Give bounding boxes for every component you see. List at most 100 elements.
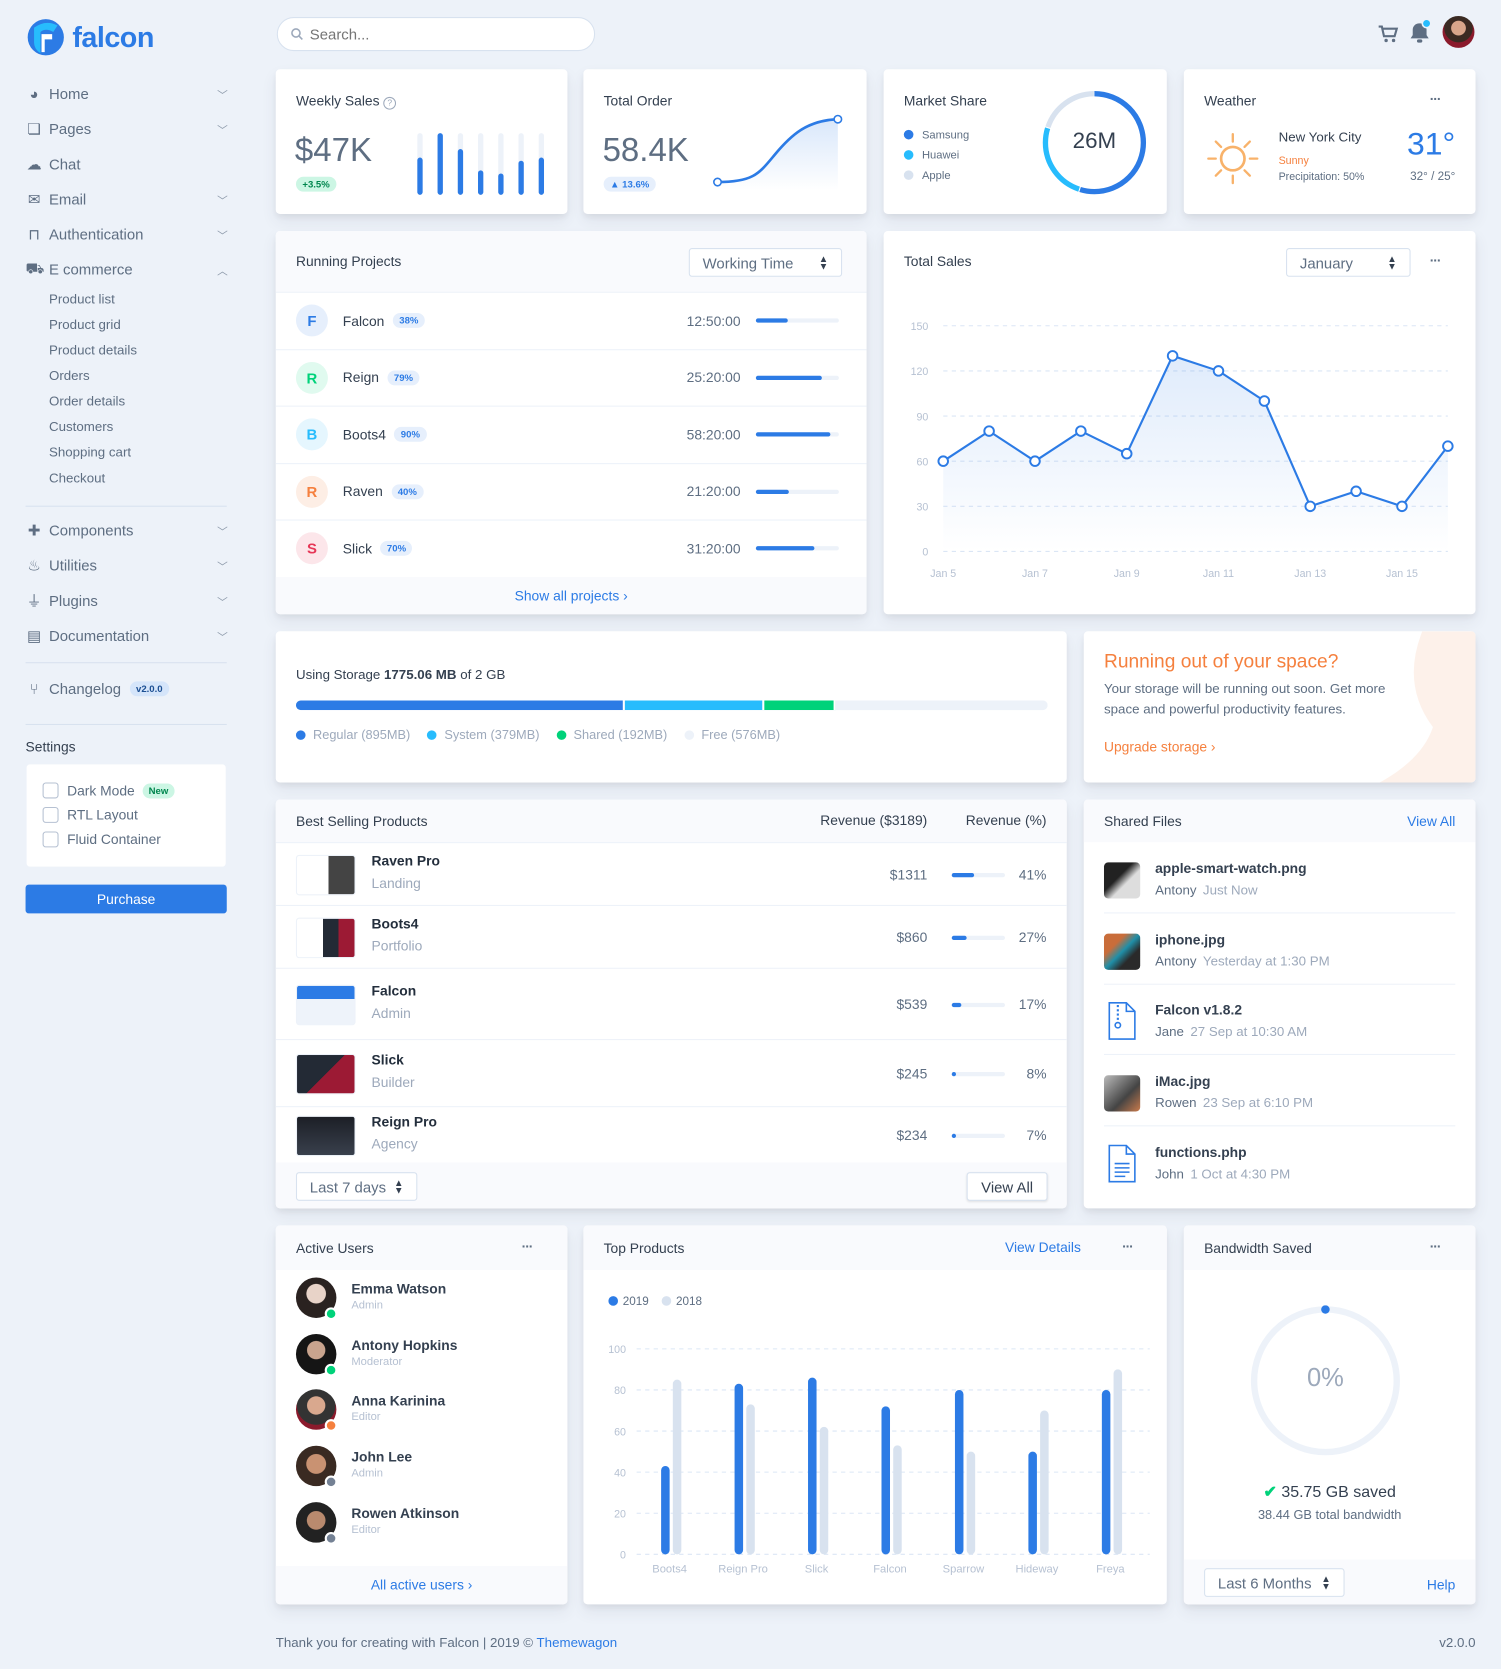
chevron-down-icon[interactable]: ﹀: [217, 195, 228, 208]
month-select[interactable]: January ▲ ▼: [1286, 248, 1411, 277]
help-link[interactable]: Help: [1426, 1576, 1456, 1593]
file-name[interactable]: functions.php: [1155, 1144, 1247, 1161]
sidebar-subitem[interactable]: Orders: [48, 368, 90, 384]
checkbox[interactable]: [42, 831, 59, 848]
product-name[interactable]: Falcon: [371, 982, 417, 999]
view-all-files-link[interactable]: View All: [1407, 812, 1456, 829]
chevron-down-icon[interactable]: ﹀: [217, 89, 228, 102]
view-all-button[interactable]: View All: [966, 1172, 1048, 1201]
chevron-down-icon[interactable]: ﹀: [217, 230, 228, 243]
more-options-icon[interactable]: ···: [1429, 1238, 1442, 1255]
file-name[interactable]: apple-smart-watch.png: [1155, 860, 1307, 877]
card-footer: Show all projects ›: [275, 577, 867, 615]
period-select[interactable]: Last 6 Months ▲ ▼: [1204, 1568, 1345, 1597]
storage-progress-bar: [295, 700, 1048, 711]
chevron-down-icon[interactable]: ﹀: [217, 596, 228, 609]
checkbox[interactable]: [42, 782, 59, 799]
product-name[interactable]: Slick: [371, 1051, 404, 1068]
project-row[interactable]: R Reign 79% 25:20:00: [275, 348, 867, 405]
product-row[interactable]: Boots4 Portfolio $860 27%: [275, 904, 1067, 968]
chevron-down-icon[interactable]: ﹀: [217, 561, 228, 574]
purchase-button[interactable]: Purchase: [25, 884, 227, 914]
product-row[interactable]: Raven Pro Landing $1311 41%: [275, 842, 1067, 905]
more-options-icon[interactable]: ···: [1429, 90, 1442, 107]
project-row[interactable]: R Raven 40% 21:20:00: [275, 462, 867, 519]
card-header: Best Selling Products Revenue ($3189) Re…: [275, 799, 1067, 843]
user-name[interactable]: Emma Watson: [351, 1280, 447, 1297]
sidebar-item-label: Utilities: [48, 556, 98, 574]
bar-2019-sparrow: [954, 1389, 964, 1555]
sidebar-subitem[interactable]: Customers: [48, 419, 114, 435]
working-time-select[interactable]: Working Time ▲ ▼: [688, 248, 843, 277]
sidebar-item-utilities[interactable]: ♨ Utilities ﹀: [26, 555, 228, 576]
sidebar-subitem[interactable]: Product list: [48, 291, 115, 307]
product-name[interactable]: Reign Pro: [371, 1113, 437, 1130]
chevron-up-icon[interactable]: ︿: [217, 265, 228, 278]
more-options-icon[interactable]: ···: [1122, 1238, 1134, 1255]
select-value: January: [1299, 253, 1353, 271]
all-active-users-link[interactable]: All active users ›: [370, 1576, 473, 1593]
storage-upgrade-card: Running out of your space? Your storage …: [1083, 631, 1476, 783]
file-row[interactable]: iMac.jpg Rowen 23 Sep at 6:10 PM: [1103, 1055, 1456, 1127]
file-name[interactable]: iphone.jpg: [1155, 931, 1226, 948]
more-options-icon[interactable]: ···: [521, 1238, 534, 1255]
view-details-link[interactable]: View Details: [1004, 1239, 1081, 1256]
help-icon[interactable]: ?: [383, 96, 397, 110]
sidebar-item-documentation[interactable]: ▤ Documentation ﹀: [26, 625, 228, 646]
setting-dark-mode[interactable]: Dark Mode New: [42, 782, 175, 799]
user-avatar[interactable]: [1442, 15, 1475, 48]
sidebar-item-pages[interactable]: ❏ Pages ﹀: [26, 118, 228, 139]
user-name[interactable]: Rowen Atkinson: [351, 1505, 460, 1522]
sidebar-item-e-commerce[interactable]: ⛟ E commerce ︿: [26, 259, 228, 280]
date-range-select[interactable]: Last 7 days ▲ ▼: [295, 1172, 418, 1201]
sidebar-item-chat[interactable]: ☁ Chat: [26, 153, 228, 174]
user-name[interactable]: John Lee: [351, 1449, 413, 1465]
sidebar-subitem[interactable]: Shopping cart: [48, 445, 132, 460]
sidebar-item-email[interactable]: ✉ Email ﹀: [26, 188, 228, 209]
logo[interactable]: falcon: [26, 17, 154, 57]
sidebar-subitem[interactable]: Checkout: [48, 470, 106, 486]
file-name[interactable]: Falcon v1.8.2: [1155, 1002, 1243, 1019]
sidebar-item-changelog[interactable]: ⑂ Changelog v2.0.0: [26, 678, 228, 699]
sidebar-item-components[interactable]: ✚ Components ﹀: [26, 520, 228, 541]
user-name[interactable]: Antony Hopkins: [351, 1336, 458, 1353]
user-name[interactable]: Anna Karinina: [351, 1392, 446, 1409]
sidebar-item-plugins[interactable]: ⏚ Plugins ﹀: [26, 590, 228, 611]
search-input[interactable]: [309, 25, 576, 43]
product-row[interactable]: Reign Pro Agency $234 7%: [275, 1106, 1067, 1162]
sidebar-item-authentication[interactable]: ⊓ Authentication ﹀: [26, 224, 228, 245]
setting-fluid-container[interactable]: Fluid Container: [42, 831, 161, 848]
chevron-down-icon[interactable]: ﹀: [217, 631, 228, 644]
upgrade-storage-link[interactable]: Upgrade storage ›: [1103, 738, 1216, 755]
more-options-icon[interactable]: ···: [1429, 252, 1442, 269]
product-name[interactable]: Boots4: [371, 915, 419, 931]
notification-bell-icon[interactable]: [1410, 18, 1433, 44]
chevron-down-icon[interactable]: ﹀: [217, 526, 228, 539]
sidebar-subitem[interactable]: Product details: [48, 342, 138, 358]
project-name: Reign: [342, 369, 379, 386]
project-row[interactable]: S Slick 70% 31:20:00: [275, 519, 867, 576]
file-row[interactable]: Falcon v1.8.2 Jane 27 Sep at 10:30 AM: [1103, 984, 1456, 1056]
show-all-projects-link[interactable]: Show all projects ›: [514, 587, 628, 604]
chevron-down-icon[interactable]: ﹀: [217, 125, 228, 137]
file-row[interactable]: functions.php John 1 Oct at 4:30 PM: [1104, 1126, 1455, 1197]
file-row[interactable]: apple-smart-watch.png Antony Just Now: [1103, 842, 1456, 914]
cart-icon[interactable]: [1378, 23, 1399, 44]
weekly-sales-bar: [437, 133, 443, 195]
themewagon-link[interactable]: Themewagon: [536, 1635, 618, 1651]
sidebar-subitem[interactable]: Order details: [48, 393, 126, 409]
setting-rtl-layout[interactable]: RTL Layout: [42, 806, 138, 823]
sidebar-item-home[interactable]: ◕ Home ﹀: [26, 83, 228, 104]
search-box[interactable]: [276, 17, 596, 52]
product-name[interactable]: Raven Pro: [371, 852, 441, 869]
sidebar-subitem[interactable]: Product grid: [48, 317, 121, 333]
sidebar-item-label: Pages: [48, 120, 92, 138]
checkbox[interactable]: [42, 806, 59, 823]
product-row[interactable]: Falcon Admin $539 17%: [275, 967, 1067, 1039]
product-row[interactable]: Slick Builder $245 8%: [275, 1039, 1067, 1106]
project-row[interactable]: F Falcon 38% 12:50:00: [275, 291, 867, 348]
file-name[interactable]: iMac.jpg: [1155, 1073, 1211, 1090]
project-row[interactable]: B Boots4 90% 58:20:00: [275, 405, 867, 462]
product-revenue: $1311: [889, 866, 928, 883]
file-row[interactable]: iphone.jpg Antony Yesterday at 1:30 PM: [1103, 913, 1456, 985]
